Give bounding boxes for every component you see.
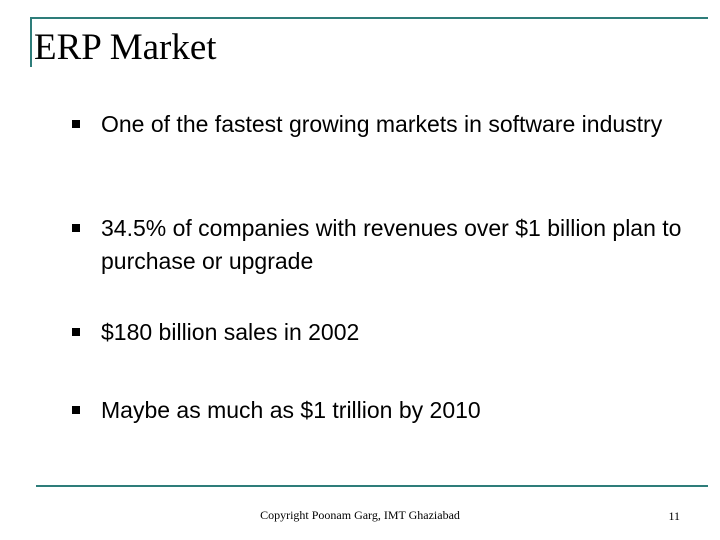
square-bullet-icon	[72, 224, 80, 232]
footer-rule	[36, 485, 708, 487]
square-bullet-icon	[72, 406, 80, 414]
bullet-text: 34.5% of companies with revenues over $1…	[101, 215, 682, 274]
square-bullet-icon	[72, 120, 80, 128]
title-rule-left	[30, 17, 32, 67]
bullet-text: Maybe as much as $1 trillion by 2010	[101, 397, 481, 423]
footer-copyright: Copyright Poonam Garg, IMT Ghaziabad	[260, 508, 460, 522]
square-bullet-icon	[72, 328, 80, 336]
bullet-text: $180 billion sales in 2002	[101, 319, 360, 345]
page-number: 11	[668, 509, 680, 523]
title-rule-top	[30, 17, 708, 19]
bullet-text: One of the fastest growing markets in so…	[101, 111, 663, 137]
slide-title: ERP Market	[34, 27, 217, 68]
